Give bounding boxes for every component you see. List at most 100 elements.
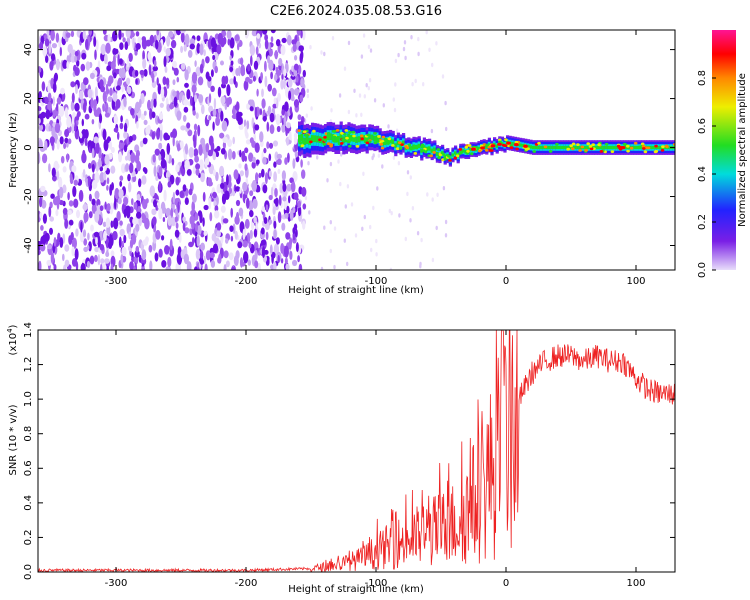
signal-peak <box>620 146 626 150</box>
noise-blob <box>255 46 259 55</box>
noise-blob <box>293 88 300 96</box>
noise-blob <box>116 210 121 222</box>
noise-blob <box>216 145 221 152</box>
noise-blob <box>164 245 170 255</box>
x-tick-label: 100 <box>626 276 645 287</box>
signal-peak <box>407 143 412 147</box>
noise-blob <box>431 197 434 202</box>
noise-blob <box>154 148 160 156</box>
noise-blob <box>79 132 83 139</box>
signal-peak <box>660 148 665 152</box>
noise-blob <box>158 181 162 192</box>
noise-blob <box>205 250 211 261</box>
signal-band-slice <box>519 143 523 147</box>
signal-band-slice <box>500 142 504 146</box>
noise-blob <box>51 126 56 138</box>
noise-blob <box>435 225 438 231</box>
noise-blob <box>84 137 88 147</box>
signal-band-slice <box>417 143 421 149</box>
signal-peak <box>584 148 588 152</box>
signal-peak <box>340 131 344 135</box>
noise-blob <box>141 175 147 185</box>
noise-blob <box>360 54 364 59</box>
noise-blob <box>165 77 170 86</box>
noise-blob <box>95 39 99 52</box>
noise-blob <box>246 30 250 37</box>
x-tick-label: -200 <box>235 578 258 589</box>
noise-blob <box>220 96 226 105</box>
noise-blob <box>74 50 79 57</box>
noise-blob <box>195 66 201 77</box>
noise-blob <box>76 59 80 67</box>
noise-blob <box>104 165 107 171</box>
noise-blob <box>136 121 139 129</box>
noise-blob <box>190 95 193 106</box>
noise-blob <box>268 194 273 201</box>
noise-blob <box>215 171 219 182</box>
noise-blob <box>207 181 213 187</box>
noise-blob <box>161 260 167 268</box>
noise-blob <box>100 263 103 270</box>
noise-blob <box>156 128 160 140</box>
signal-band-slice <box>376 135 380 141</box>
noise-blob <box>148 244 153 253</box>
noise-blob <box>273 261 277 270</box>
noise-blob <box>162 217 166 222</box>
noise-blob <box>99 244 105 251</box>
noise-blob <box>254 124 260 131</box>
snr-y-axis: 0.0 0.2 0.4 0.6 0.8 1.0 1.2 1.4 <box>23 322 675 580</box>
noise-blob <box>302 69 306 78</box>
noise-blob <box>276 125 281 133</box>
noise-blob <box>92 99 98 108</box>
noise-blob <box>195 248 201 260</box>
noise-blob <box>214 210 220 219</box>
signal-band-slice <box>495 144 499 148</box>
noise-blob <box>60 155 65 164</box>
noise-blob <box>104 102 109 114</box>
y-tick-label: 0.8 <box>23 426 34 442</box>
noise-blob <box>283 68 287 77</box>
noise-blob <box>252 198 258 209</box>
noise-blob <box>210 141 215 153</box>
signal-band-slice <box>654 145 658 150</box>
noise-blob <box>54 122 61 134</box>
noise-blob <box>182 114 187 122</box>
noise-blob <box>249 44 256 56</box>
noise-blob <box>215 151 220 158</box>
noise-blob <box>375 238 378 244</box>
noise-blob <box>124 41 129 50</box>
noise-blob <box>117 131 120 140</box>
noise-blob <box>330 108 333 113</box>
noise-blob <box>235 101 240 113</box>
noise-blob <box>50 30 55 41</box>
noise-blob <box>204 263 208 270</box>
signal-band-slice <box>610 145 614 150</box>
noise-blob <box>297 114 302 121</box>
noise-blob <box>209 252 215 259</box>
noise-blob <box>119 228 125 237</box>
signal-band-slice <box>370 134 374 141</box>
noise-blob <box>402 46 406 52</box>
noise-blob <box>393 107 397 113</box>
noise-blob <box>199 250 204 259</box>
signal-band-slice <box>357 136 361 143</box>
noise-blob <box>333 226 337 231</box>
noise-blob <box>370 247 373 253</box>
noise-blob <box>193 148 199 158</box>
noise-blob <box>235 211 240 222</box>
noise-blob <box>158 153 162 161</box>
noise-blob <box>231 150 236 160</box>
noise-blob <box>148 64 152 76</box>
noise-blob <box>189 215 195 226</box>
y-tick-label: 0.6 <box>23 460 34 476</box>
noise-blob <box>367 44 371 50</box>
snr-line <box>38 330 675 572</box>
noise-blob <box>163 56 167 68</box>
noise-blob <box>290 95 295 102</box>
signal-peak <box>414 146 419 150</box>
noise-blob <box>166 35 171 47</box>
noise-blob <box>147 99 151 111</box>
y-tick-label: -40 <box>23 237 34 253</box>
noise-blob <box>183 44 187 52</box>
noise-blob <box>85 129 89 139</box>
